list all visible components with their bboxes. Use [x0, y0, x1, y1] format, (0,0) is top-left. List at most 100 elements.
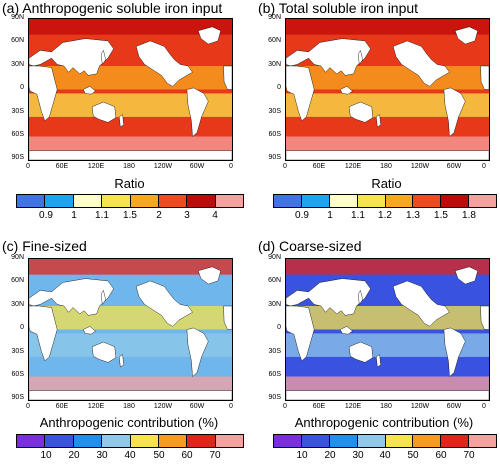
lon-label: 60E	[312, 403, 326, 410]
colorbar-swatch	[441, 195, 470, 207]
map-fine-sized-contribution	[28, 258, 233, 401]
colorbar-swatch	[301, 195, 330, 207]
colorbar-swatch	[187, 195, 216, 207]
landmass	[443, 87, 466, 137]
colorbar-title: Anthropogenic contribution (%)	[39, 415, 219, 430]
landmass	[392, 40, 450, 87]
colorbar-swatch	[215, 435, 243, 447]
colorbar-label: 1.3	[406, 210, 420, 221]
lon-label: 120E	[344, 403, 362, 410]
lon-label: 0	[229, 403, 233, 410]
colorbar-swatch	[130, 435, 159, 447]
colorbar-label: 70	[463, 450, 475, 461]
colorbar-swatch	[130, 195, 159, 207]
landmass	[100, 49, 106, 65]
lat-label: 90S	[11, 394, 24, 401]
lat-label: 0	[277, 84, 281, 91]
lat-label: 90S	[11, 154, 24, 161]
colorbar-label: 30	[96, 450, 108, 461]
lon-label: 0	[26, 403, 30, 410]
colorbar-swatch	[329, 435, 358, 447]
field-band	[286, 93, 489, 117]
colorbar-label: 1.5	[434, 210, 448, 221]
colorbar-swatch	[17, 195, 46, 207]
landmass	[119, 114, 124, 128]
lon-label: 0	[229, 163, 233, 170]
colorbar-label: 40	[379, 450, 391, 461]
lon-label: 0	[283, 163, 287, 170]
colorbar-swatch	[187, 435, 216, 447]
field-band	[29, 19, 232, 35]
field-band	[286, 136, 489, 151]
panel-title: (a) Anthropogenic soluble iron input	[2, 0, 223, 16]
lon-label: 60W	[189, 403, 205, 410]
lon-label: 0	[482, 163, 486, 170]
lon-label: 0	[26, 163, 30, 170]
colorbar-swatch	[102, 435, 131, 447]
field-band	[286, 333, 489, 357]
lat-label: 60S	[11, 371, 24, 378]
colorbar	[16, 434, 244, 448]
colorbar-label: 1.5	[123, 210, 137, 221]
colorbar-label: 60	[181, 450, 193, 461]
lat-label: 30N	[11, 61, 24, 68]
lat-label: 0	[20, 324, 24, 331]
colorbar-swatch	[357, 435, 386, 447]
colorbar-swatch	[413, 195, 442, 207]
lon-label: 60E	[55, 163, 69, 170]
colorbar-label: 1.2	[378, 210, 392, 221]
lat-label: 30N	[268, 61, 281, 68]
lat-label: 60N	[268, 277, 281, 284]
colorbar-swatch	[158, 435, 188, 447]
panel-title: (d) Coarse-sized	[258, 238, 362, 254]
lon-label: 60E	[312, 163, 326, 170]
colorbar-label: 1	[327, 210, 333, 221]
colorbar-swatch	[73, 195, 103, 207]
landmass	[376, 354, 381, 368]
colorbar-label: 1.8	[462, 210, 476, 221]
landmass	[339, 86, 353, 95]
field-band	[29, 93, 232, 117]
lon-label: 120W	[153, 403, 173, 410]
lat-label: 60S	[268, 131, 281, 138]
colorbar-swatch	[413, 435, 442, 447]
landmass	[480, 305, 489, 330]
colorbar-label: 4	[212, 210, 218, 221]
lat-label: 60N	[11, 37, 24, 44]
lat-label: 90S	[268, 394, 281, 401]
colorbar-swatch	[215, 195, 243, 207]
colorbar-label: 2	[156, 210, 162, 221]
landmass	[91, 101, 117, 123]
colorbar-title: Ratio	[114, 176, 145, 191]
landmass	[480, 65, 489, 90]
lon-label: 120W	[410, 163, 430, 170]
landmass	[29, 390, 232, 400]
lat-label: 90N	[11, 14, 24, 21]
landmass	[286, 65, 315, 122]
colorbar-label: 10	[296, 450, 308, 461]
landmass	[223, 65, 232, 90]
lon-label: 60W	[446, 403, 462, 410]
colorbar-swatch	[274, 435, 302, 447]
field-band	[29, 333, 232, 357]
colorbar-label: 0.9	[295, 210, 309, 221]
landmass	[454, 26, 478, 45]
landmass	[286, 150, 489, 160]
colorbar-label: 1	[71, 210, 77, 221]
field-band	[29, 376, 232, 391]
colorbar-swatch	[329, 195, 358, 207]
landmass	[392, 280, 450, 327]
colorbar-label: 0.9	[39, 210, 53, 221]
colorbar-swatch	[274, 195, 302, 207]
field-band	[29, 259, 232, 275]
lat-label: 60S	[11, 131, 24, 138]
lon-label: 0	[482, 403, 486, 410]
lat-label: 30N	[268, 301, 281, 308]
colorbar-swatch	[441, 435, 470, 447]
map-coarse-sized-contribution	[285, 258, 490, 401]
colorbar-swatch	[102, 195, 131, 207]
landmass	[186, 327, 209, 377]
field-band	[286, 376, 489, 391]
colorbar-swatch	[385, 195, 414, 207]
lon-label: 120W	[410, 403, 430, 410]
